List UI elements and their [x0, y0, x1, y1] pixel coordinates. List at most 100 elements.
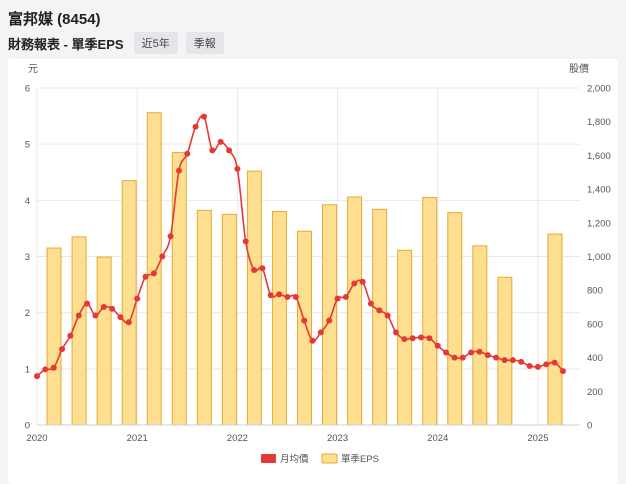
price-point [267, 292, 274, 299]
x-tick-label: 2022 [227, 433, 248, 444]
price-point [259, 265, 266, 272]
axes: 0 1 2 3 4 5 6 0 200 400 600 800 1,000 1,200 1,400 1,600… [25, 84, 611, 445]
price-point [376, 307, 383, 314]
legend-swatch-eps [321, 453, 338, 464]
legend-label-price: 月均價 [280, 453, 309, 465]
eps-bar [71, 236, 87, 426]
left-axis-unit: 元 [28, 64, 38, 75]
left-tick-label: 6 [25, 84, 30, 95]
left-tick-label: 4 [25, 196, 30, 207]
left-tick-label: 1 [25, 364, 30, 375]
eps-bar [196, 209, 212, 426]
price-point [34, 373, 40, 380]
price-point [100, 304, 107, 311]
legend-item-eps[interactable]: 單季EPS [321, 453, 379, 465]
eps-bar [46, 247, 62, 426]
quarterly-report-button[interactable]: 季報 [185, 32, 224, 54]
price-point [426, 335, 433, 342]
eps-bar [347, 196, 363, 426]
right-tick-label: 400 [587, 353, 603, 364]
price-point [526, 363, 533, 370]
range-5y-button[interactable]: 近5年 [133, 32, 178, 54]
price-point [167, 233, 174, 240]
eps-bar [296, 230, 312, 426]
price-point [534, 363, 541, 370]
eps-bar [121, 180, 137, 426]
eps-bar [422, 197, 438, 426]
right-tick-label: 1,600 [587, 151, 611, 162]
eps-bar [447, 212, 463, 426]
x-tick-label: 2023 [327, 433, 348, 444]
legend: 月均價 單季EPS [261, 453, 379, 465]
price-point [459, 354, 466, 361]
price-point [109, 305, 116, 312]
right-tick-label: 0 [587, 421, 592, 432]
price-point [334, 295, 341, 302]
price-point [501, 357, 508, 364]
price-point [359, 278, 366, 285]
price-point [484, 352, 491, 359]
price-point [59, 346, 66, 353]
price-line [34, 113, 566, 380]
page-header: 富邦媒 (8454) 財務報表 - 單季EPS 近5年 季報 [8, 0, 618, 58]
price-point [384, 312, 391, 319]
price-point [75, 312, 82, 319]
price-point [276, 291, 283, 298]
x-tick-label: 2020 [26, 433, 47, 444]
price-point [42, 366, 49, 373]
left-tick-label: 0 [25, 421, 30, 432]
eps-bar [146, 112, 162, 426]
right-tick-label: 1,800 [587, 117, 611, 128]
price-line-path [36, 114, 564, 377]
left-tick-label: 3 [25, 252, 30, 263]
x-tick-label: 2024 [427, 433, 448, 444]
right-tick-label: 1,000 [587, 252, 611, 263]
price-point [418, 334, 425, 341]
price-point [217, 138, 224, 145]
right-tick-label: 800 [587, 286, 603, 297]
eps-bar [246, 170, 262, 426]
price-point [434, 342, 441, 349]
price-point [226, 147, 233, 154]
eps-bar [547, 233, 563, 426]
right-tick-label: 2,000 [587, 84, 611, 95]
x-tick-label: 2021 [127, 433, 148, 444]
price-point [451, 354, 458, 361]
eps-bar [322, 204, 338, 426]
eps-bar [96, 256, 112, 426]
eps-bar [497, 276, 513, 426]
price-point [242, 238, 249, 245]
price-point [292, 293, 299, 300]
legend-swatch-price [261, 454, 276, 463]
x-tick-label: 2025 [527, 433, 548, 444]
price-point [509, 357, 516, 364]
legend-label-eps: 單季EPS [341, 453, 379, 465]
price-point [518, 358, 525, 365]
price-point [134, 295, 141, 302]
eps-price-chart: 0 1 2 3 4 5 6 0 200 400 600 800 1,000 1,200 1,400 1,600… [25, 62, 611, 465]
price-point [192, 123, 199, 130]
price-point [342, 293, 349, 300]
eps-bar [271, 211, 287, 426]
right-axis-unit: 股價 [569, 62, 589, 75]
price-point [251, 266, 258, 273]
legend-item-price[interactable]: 月均價 [261, 453, 309, 465]
price-point [125, 319, 132, 326]
left-tick-label: 2 [25, 308, 30, 319]
price-point [476, 348, 483, 355]
price-point [92, 312, 99, 319]
price-point [443, 349, 450, 356]
price-point [309, 337, 316, 344]
price-point [392, 329, 399, 336]
price-point [409, 335, 416, 342]
subtitle-row: 財務報表 - 單季EPS 近5年 季報 [8, 32, 232, 54]
page-title: 富邦媒 (8454) [8, 11, 101, 28]
price-point [559, 368, 566, 375]
price-point [301, 317, 308, 324]
report-subtitle: 財務報表 - 單季EPS [8, 36, 124, 52]
price-point [117, 314, 124, 321]
chart-card: 0 1 2 3 4 5 6 0 200 400 600 800 1,000 1,200 1,400 1,600… [8, 59, 618, 484]
price-point [468, 349, 475, 356]
price-point [209, 147, 216, 154]
eps-bar [472, 245, 488, 426]
